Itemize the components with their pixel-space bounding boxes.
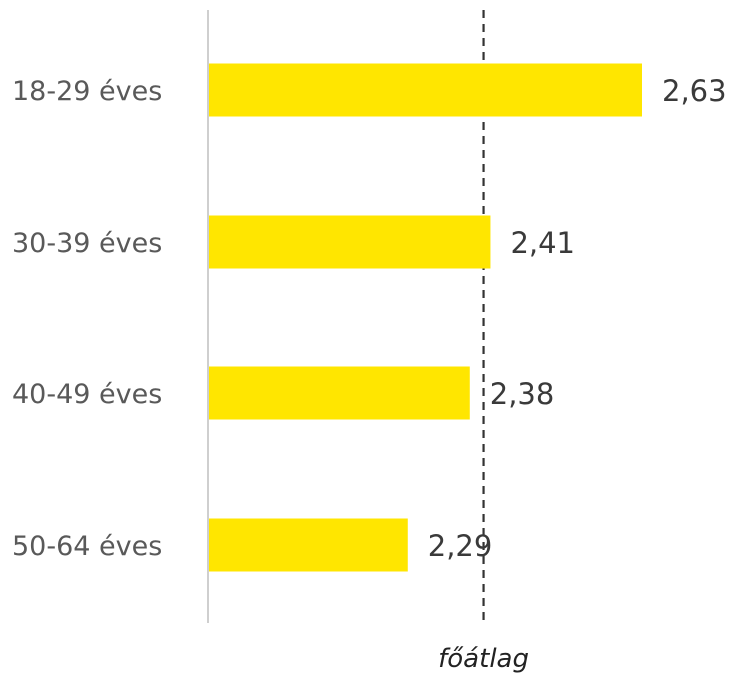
value-label-4: 2,29	[428, 529, 493, 563]
value-label-3: 2,38	[490, 377, 555, 411]
bars-layer	[208, 63, 642, 572]
category-label-3: 40-49 éves	[12, 379, 162, 410]
labels-layer: 18-29 éves 2,63 30-39 éves 2,41 40-49 éves 2,…	[12, 74, 727, 563]
category-label-4: 50-64 éves	[12, 531, 162, 562]
category-label-2: 30-39 éves	[12, 228, 162, 259]
bar-1	[208, 63, 642, 117]
average-reference-label: főátlag	[438, 644, 529, 674]
bar-4	[208, 518, 408, 572]
value-label-2: 2,41	[510, 226, 575, 260]
value-label-1: 2,63	[662, 74, 727, 108]
bar-3	[208, 366, 470, 420]
category-label-1: 18-29 éves	[12, 76, 162, 107]
bar-2	[208, 215, 491, 269]
